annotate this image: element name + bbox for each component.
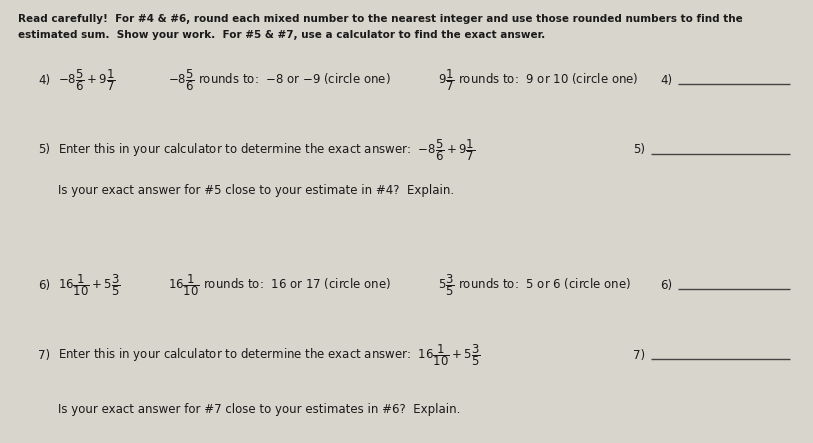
Text: Enter this in your calculator to determine the exact answer:  $-8\dfrac{5}{6}+9\: Enter this in your calculator to determi… — [58, 137, 476, 163]
Text: 6): 6) — [660, 279, 672, 291]
Text: 4): 4) — [38, 74, 50, 86]
Text: 6): 6) — [38, 279, 50, 291]
Text: estimated sum.  Show your work.  For #5 & #7, use a calculator to find the exact: estimated sum. Show your work. For #5 & … — [18, 30, 546, 40]
Text: $-8\dfrac{5}{6}$ rounds to:  $-8$ or $-9$ (circle one): $-8\dfrac{5}{6}$ rounds to: $-8$ or $-9$… — [168, 67, 390, 93]
Text: Enter this in your calculator to determine the exact answer:  $16\dfrac{1}{10}+5: Enter this in your calculator to determi… — [58, 342, 480, 368]
Text: 5): 5) — [633, 144, 645, 156]
Text: $5\dfrac{3}{5}$ rounds to:  $5$ or $6$ (circle one): $5\dfrac{3}{5}$ rounds to: $5$ or $6$ (c… — [438, 272, 631, 298]
Text: $16\dfrac{1}{10}$ rounds to:  $16$ or $17$ (circle one): $16\dfrac{1}{10}$ rounds to: $16$ or $17… — [168, 272, 391, 298]
Text: 5): 5) — [38, 144, 50, 156]
Text: 7): 7) — [38, 349, 50, 361]
Text: $-8\dfrac{5}{6}+9\dfrac{1}{7}$: $-8\dfrac{5}{6}+9\dfrac{1}{7}$ — [58, 67, 115, 93]
Text: Is your exact answer for #7 close to your estimates in #6?  Explain.: Is your exact answer for #7 close to you… — [58, 404, 460, 416]
Text: 7): 7) — [633, 349, 646, 361]
Text: $16\dfrac{1}{10}+5\dfrac{3}{5}$: $16\dfrac{1}{10}+5\dfrac{3}{5}$ — [58, 272, 121, 298]
Text: $9\dfrac{1}{7}$ rounds to:  $9$ or $10$ (circle one): $9\dfrac{1}{7}$ rounds to: $9$ or $10$ (… — [438, 67, 638, 93]
Text: Is your exact answer for #5 close to your estimate in #4?  Explain.: Is your exact answer for #5 close to you… — [58, 183, 454, 197]
Text: 4): 4) — [660, 74, 672, 86]
Text: Read carefully!  For #4 & #6, round each mixed number to the nearest integer and: Read carefully! For #4 & #6, round each … — [18, 14, 743, 24]
